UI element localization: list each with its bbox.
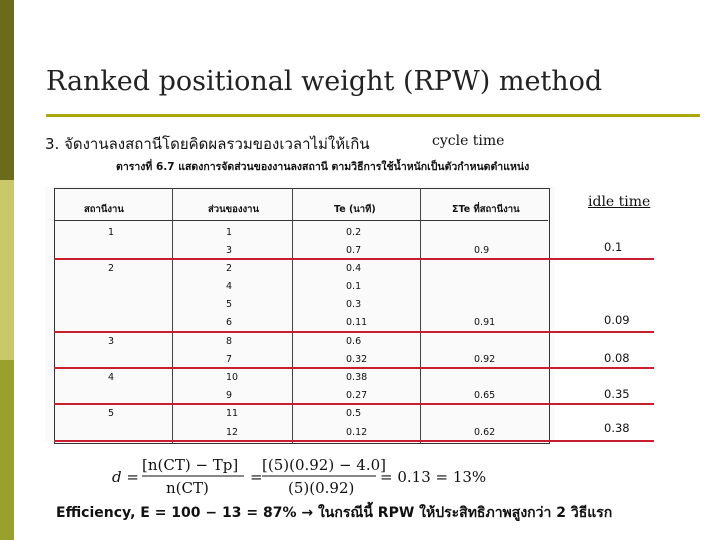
station-separator-line: [54, 331, 654, 333]
cell-te: 0.2: [346, 227, 362, 238]
cell-element: 2: [226, 263, 233, 274]
cell-element: 3: [226, 245, 233, 256]
cell-te: 0.7: [346, 245, 362, 256]
cell-te: 0.27: [346, 390, 368, 401]
cell-element: 7: [226, 354, 233, 365]
cell-sum-te: 0.91: [474, 317, 496, 328]
formula-lhs: d =: [112, 468, 139, 486]
formula-result: = 0.13 = 13%: [380, 468, 486, 486]
table-frame: [54, 188, 550, 444]
cell-element: 6: [226, 317, 233, 328]
cell-element: 4: [226, 281, 233, 292]
cell-element: 5: [226, 299, 233, 310]
decor-bar-middle: [0, 180, 14, 360]
idle-time-value: 0.38: [604, 421, 630, 435]
cell-station: 3: [108, 336, 115, 347]
decor-bar-bottom: [0, 360, 14, 540]
delay-formula: d = [n(CT) − Tp] n(CT) = [(5)(0.92) − 4.…: [112, 456, 486, 497]
idle-time-label: idle time: [588, 194, 651, 210]
idle-time-value: 0.35: [604, 387, 630, 401]
cell-te: 0.38: [346, 372, 368, 383]
table-caption: ตารางที่ 6.7 แสดงการจัดส่วนของงานลงสถานี…: [116, 161, 530, 173]
cell-sum-te: 0.65: [474, 390, 496, 401]
station-separator-line: [54, 440, 654, 442]
cell-station: 1: [108, 227, 115, 238]
cell-element: 11: [226, 408, 239, 419]
cell-te: 0.12: [346, 427, 368, 438]
idle-time-value: 0.08: [604, 351, 630, 365]
cycle-time-label: cycle time: [432, 133, 505, 149]
cell-te: 0.32: [346, 354, 368, 365]
column-divider: [292, 188, 293, 444]
formula-equals: =: [250, 468, 263, 486]
formula-numerator-2: [(5)(0.92) − 4.0]: [262, 456, 386, 474]
station-separator-line: [54, 403, 654, 405]
idle-time-value: 0.1: [604, 240, 623, 254]
cell-station: 4: [108, 372, 115, 383]
title-divider: [46, 114, 700, 117]
cell-sum-te: 0.62: [474, 427, 496, 438]
slide-subtitle: 3. จัดงานลงสถานีโดยคิดผลรวมของเวลาไม่ให้…: [45, 135, 370, 153]
column-divider: [420, 188, 421, 444]
cell-element: 10: [226, 372, 239, 383]
table-background: [45, 186, 555, 442]
header-station: สถานีงาน: [84, 204, 124, 215]
cell-te: 0.4: [346, 263, 362, 274]
cell-te: 0.11: [346, 317, 368, 328]
decor-bar-top: [0, 0, 14, 180]
cell-sum-te: 0.9: [474, 245, 490, 256]
formula-numerator-1: [n(CT) − Tp]: [142, 456, 238, 474]
cell-station: 5: [108, 408, 115, 419]
cell-te: 0.6: [346, 336, 362, 347]
cell-sum-te: 0.92: [474, 354, 496, 365]
station-separator-line: [54, 367, 654, 369]
cell-element: 9: [226, 390, 233, 401]
header-te: Te (นาที): [334, 204, 376, 215]
column-divider: [172, 188, 173, 444]
slide-title: Ranked positional weight (RPW) method: [46, 66, 603, 97]
table-header-row: [54, 194, 548, 221]
header-element: ส่วนของงาน: [208, 204, 259, 215]
cell-te: 0.5: [346, 408, 362, 419]
cell-element: 12: [226, 427, 239, 438]
cell-te: 0.1: [346, 281, 362, 292]
idle-time-value: 0.09: [604, 313, 630, 327]
cell-element: 1: [226, 227, 233, 238]
cell-station: 2: [108, 263, 115, 274]
formula-denominator-2: (5)(0.92): [288, 479, 354, 497]
cell-element: 8: [226, 336, 233, 347]
station-separator-line: [54, 258, 654, 260]
header-sum-te: ΣTe ที่สถานีงาน: [452, 204, 520, 215]
cell-te: 0.3: [346, 299, 362, 310]
formula-denominator-1: n(CT): [166, 479, 209, 497]
efficiency-line: Efficiency, E = 100 − 13 = 87% → ในกรณีน…: [56, 505, 613, 521]
